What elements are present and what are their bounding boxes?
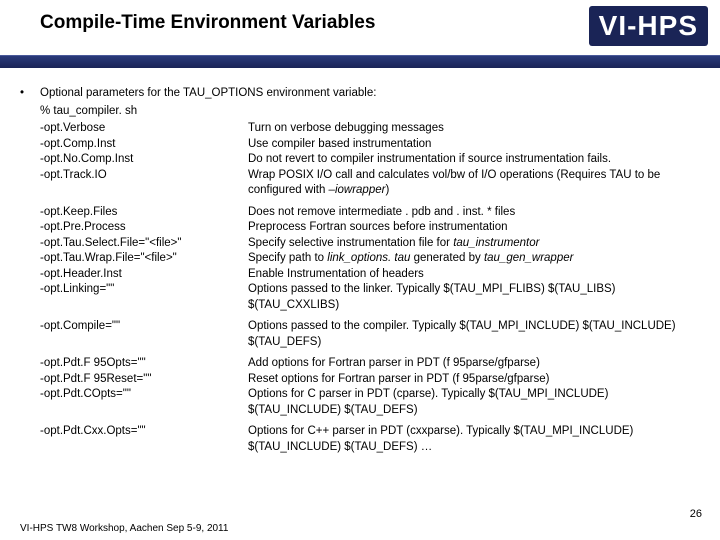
table-row: -opt.Header.Inst Enable Instrumentation … <box>40 267 700 283</box>
footer-text: VI-HPS TW8 Workshop, Aachen Sep 5-9, 201… <box>20 523 228 534</box>
option-flag: -opt.Verbose <box>40 121 248 137</box>
header-strip <box>0 55 720 68</box>
option-desc: Specify path to link_options. tau genera… <box>248 251 700 267</box>
table-row: -opt.Linking="" Options passed to the li… <box>40 282 700 313</box>
option-flag: -opt.No.Comp.Inst <box>40 152 248 168</box>
option-desc: Reset options for Fortran parser in PDT … <box>248 372 700 388</box>
option-flag: -opt.Header.Inst <box>40 267 248 283</box>
option-desc: Do not revert to compiler instrumentatio… <box>248 152 700 168</box>
content-area: • Optional parameters for the TAU_OPTION… <box>0 68 720 455</box>
option-desc: Specify selective instrumentation file f… <box>248 236 700 252</box>
logo: VI-HPS <box>589 4 708 48</box>
intro-line-2: % tau_compiler. sh <box>40 104 700 120</box>
table-row: -opt.Pdt.F 95Reset="" Reset options for … <box>40 372 700 388</box>
option-desc: Wrap POSIX I/O call and calculates vol/b… <box>248 168 700 199</box>
intro-line-1: Optional parameters for the TAU_OPTIONS … <box>40 86 700 102</box>
bullet-icon: • <box>20 86 40 455</box>
option-flag: -opt.Keep.Files <box>40 205 248 221</box>
option-desc: Enable Instrumentation of headers <box>248 267 700 283</box>
option-desc: Preprocess Fortran sources before instru… <box>248 220 700 236</box>
table-row: -opt.Verbose Turn on verbose debugging m… <box>40 121 700 137</box>
table-row: -opt.Pdt.Cxx.Opts="" Options for C++ par… <box>40 424 700 455</box>
table-row: -opt.Keep.Files Does not remove intermed… <box>40 205 700 221</box>
option-flag: -opt.Pre.Process <box>40 220 248 236</box>
table-row: -opt.Compile="" Options passed to the co… <box>40 319 700 350</box>
option-flag: -opt.Comp.Inst <box>40 137 248 153</box>
option-desc: Use compiler based instrumentation <box>248 137 700 153</box>
table-row: -opt.No.Comp.Inst Do not revert to compi… <box>40 152 700 168</box>
option-desc: Options passed to the linker. Typically … <box>248 282 700 313</box>
table-row: -opt.Tau.Wrap.File="<file>" Specify path… <box>40 251 700 267</box>
option-flag: -opt.Linking="" <box>40 282 248 313</box>
option-desc: Add options for Fortran parser in PDT (f… <box>248 356 700 372</box>
option-desc: Does not remove intermediate . pdb and .… <box>248 205 700 221</box>
header: Compile-Time Environment Variables VI-HP… <box>0 0 720 55</box>
page-number: 26 <box>690 508 702 520</box>
table-row: -opt.Track.IO Wrap POSIX I/O call and ca… <box>40 168 700 199</box>
option-desc: Turn on verbose debugging messages <box>248 121 700 137</box>
table-row: -opt.Pdt.F 95Opts="" Add options for For… <box>40 356 700 372</box>
option-flag: -opt.Compile="" <box>40 319 248 350</box>
table-row: -opt.Pdt.COpts="" Options for C parser i… <box>40 387 700 418</box>
options-table: -opt.Verbose Turn on verbose debugging m… <box>40 121 700 455</box>
option-desc: Options passed to the compiler. Typicall… <box>248 319 700 350</box>
page-title: Compile-Time Environment Variables <box>40 12 375 34</box>
option-flag: -opt.Pdt.F 95Reset="" <box>40 372 248 388</box>
option-desc: Options for C++ parser in PDT (cxxparse)… <box>248 424 700 455</box>
option-flag: -opt.Tau.Select.File="<file>" <box>40 236 248 252</box>
option-flag: -opt.Tau.Wrap.File="<file>" <box>40 251 248 267</box>
table-row: -opt.Pre.Process Preprocess Fortran sour… <box>40 220 700 236</box>
option-desc: Options for C parser in PDT (cparse). Ty… <box>248 387 700 418</box>
option-flag: -opt.Pdt.Cxx.Opts="" <box>40 424 248 455</box>
logo-text: VI-HPS <box>589 6 708 46</box>
option-flag: -opt.Pdt.COpts="" <box>40 387 248 418</box>
table-row: -opt.Comp.Inst Use compiler based instru… <box>40 137 700 153</box>
table-row: -opt.Tau.Select.File="<file>" Specify se… <box>40 236 700 252</box>
option-flag: -opt.Track.IO <box>40 168 248 199</box>
option-flag: -opt.Pdt.F 95Opts="" <box>40 356 248 372</box>
